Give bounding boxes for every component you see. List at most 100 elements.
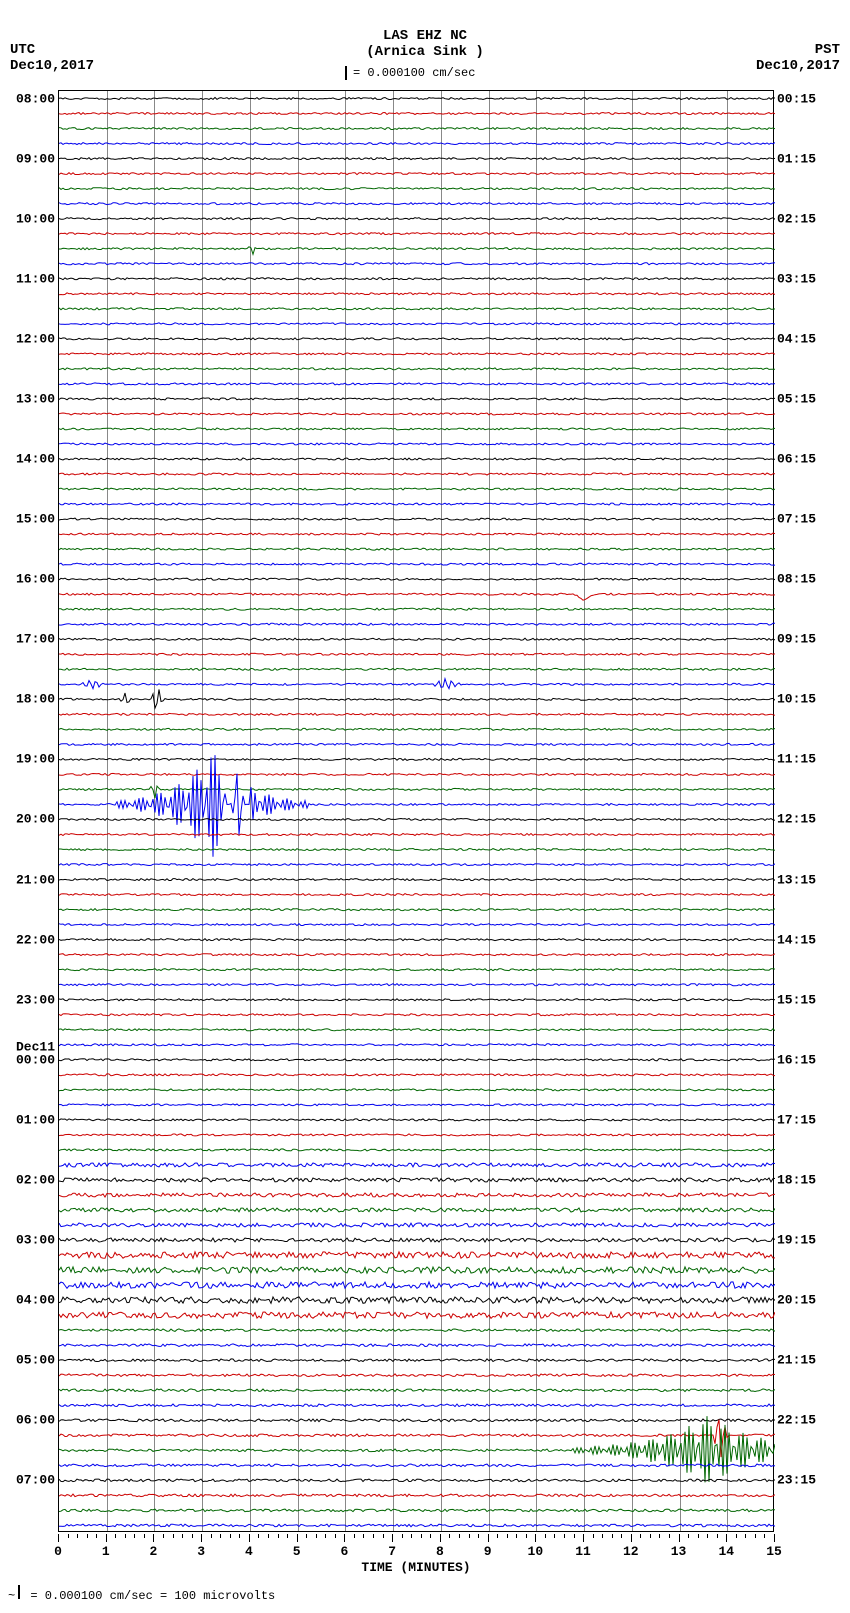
seismic-trace [59,158,775,160]
time-label-utc: 14:00 [16,451,55,466]
x-tick [488,1534,489,1542]
x-tick [583,1534,584,1542]
scale-bar-icon [18,1585,20,1599]
time-label-pst: 10:15 [777,692,816,707]
seismic-trace [59,679,775,689]
seismic-trace [59,128,775,130]
time-label-utc: 18:00 [16,692,55,707]
x-tick-label: 3 [197,1544,205,1559]
time-label-pst: 23:15 [777,1473,816,1488]
x-tick-minor [402,1534,403,1538]
x-tick-minor [144,1534,145,1538]
seismic-trace [59,173,775,175]
x-tick-minor [421,1534,422,1538]
x-tick-minor [545,1534,546,1538]
seismic-trace [59,1134,775,1136]
seismic-trace [59,786,775,798]
time-label-pst: 06:15 [777,451,816,466]
time-label-utc: 00:00 [16,1052,55,1067]
x-tick-minor [593,1534,594,1538]
seismic-trace [59,1149,775,1151]
seismic-trace [59,278,775,280]
seismic-trace [59,368,775,370]
x-tick-minor [268,1534,269,1538]
seismic-trace [59,689,775,708]
seismic-trace [59,233,775,235]
time-label-utc: 03:00 [16,1233,55,1248]
seismic-trace [59,1238,775,1242]
seismic-trace [59,1416,775,1482]
seismic-trace [59,353,775,355]
station-code: LAS EHZ NC [0,28,850,44]
time-label-pst: 13:15 [777,872,816,887]
timezone-right: PST [815,42,840,58]
time-label-utc: 05:00 [16,1353,55,1368]
seismic-trace [59,969,775,971]
seismic-trace [59,755,775,857]
seismic-trace [59,999,775,1001]
x-tick-minor [306,1534,307,1538]
seismic-trace [59,1104,775,1106]
x-tick-minor [717,1534,718,1538]
seismic-trace [59,473,775,475]
seismic-trace [59,563,775,565]
x-tick-minor [87,1534,88,1538]
seismic-trace [59,263,775,265]
seismic-trace [59,1524,775,1527]
x-tick [201,1534,202,1542]
x-tick-label: 11 [575,1544,591,1559]
seismic-trace [59,383,775,385]
seismic-trace [59,428,775,430]
x-tick-label: 14 [718,1544,734,1559]
seismic-trace [59,1359,775,1362]
x-tick-label: 2 [150,1544,158,1559]
seismic-trace [59,713,775,715]
x-tick-minor [211,1534,212,1538]
seismic-trace [59,1029,775,1031]
time-label-pst: 21:15 [777,1353,816,1368]
time-label-utc: 19:00 [16,752,55,767]
x-axis-title: TIME (MINUTES) [361,1560,470,1575]
x-tick-minor [163,1534,164,1538]
x-tick-minor [96,1534,97,1538]
x-tick-minor [239,1534,240,1538]
x-tick [297,1534,298,1542]
date-left: Dec10,2017 [10,58,94,74]
time-label-utc: 16:00 [16,572,55,587]
time-label-pst: 02:15 [777,211,816,226]
x-tick-label: 12 [623,1544,639,1559]
seismic-trace [59,1282,775,1288]
x-tick-minor [220,1534,221,1538]
time-label-utc: 11:00 [16,271,55,286]
seismic-trace [59,894,775,896]
seismic-trace [59,1374,775,1377]
amplitude-scale: = 0.000100 cm/sec [345,66,475,80]
x-tick-minor [230,1534,231,1538]
seismic-trace [59,323,775,325]
time-label-utc: 22:00 [16,932,55,947]
x-tick-minor [469,1534,470,1538]
x-tick-label: 1 [102,1544,110,1559]
x-tick-minor [602,1534,603,1538]
time-label-pst: 12:15 [777,812,816,827]
x-tick-minor [650,1534,651,1538]
x-tick-minor [316,1534,317,1538]
time-label-pst: 03:15 [777,271,816,286]
seismic-trace [59,1509,775,1512]
time-label-pst: 14:15 [777,932,816,947]
x-tick-minor [745,1534,746,1538]
time-label-pst: 09:15 [777,632,816,647]
x-tick-minor [354,1534,355,1538]
x-tick-label: 10 [528,1544,544,1559]
x-tick-minor [125,1534,126,1538]
seismic-trace [59,1089,775,1091]
seismic-trace [59,443,775,445]
seismic-trace [59,909,775,911]
x-tick-minor [574,1534,575,1538]
seismic-trace [59,608,775,610]
seismic-trace [59,1193,775,1197]
seismic-trace [59,773,775,775]
time-label-pst: 16:15 [777,1052,816,1067]
time-label-utc: 13:00 [16,391,55,406]
seismic-trace [59,668,775,670]
